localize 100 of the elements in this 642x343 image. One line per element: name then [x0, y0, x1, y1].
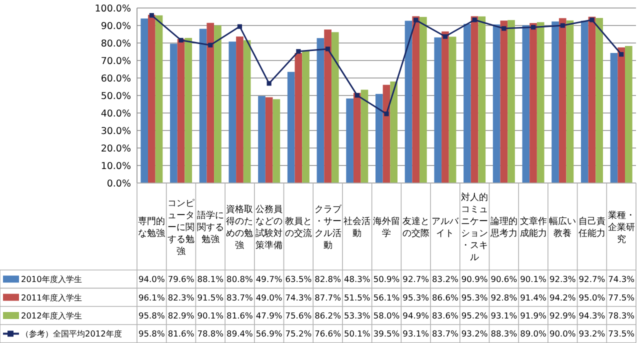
data-label: 48.3%: [344, 274, 370, 284]
bar: [420, 16, 427, 183]
point: [354, 93, 360, 98]
data-label: 93.1%: [490, 310, 518, 320]
data-label: 82.8%: [314, 274, 342, 284]
data-label: 80.8%: [226, 274, 254, 284]
data-label: 56.9%: [256, 328, 282, 339]
data-label: 74.3%: [285, 292, 312, 302]
data-label: 56.1%: [373, 292, 400, 302]
y-tick-label: 0.0%: [106, 178, 131, 190]
data-label: 88.1%: [197, 274, 224, 284]
y-tick-label: 50.0%: [100, 91, 131, 102]
data-label: 95.8%: [138, 310, 165, 320]
bar: [552, 21, 559, 183]
data-label: 89.4%: [226, 328, 254, 339]
bar: [596, 18, 603, 183]
data-label: 95.3%: [461, 292, 488, 302]
data-label: 50.1%: [344, 328, 370, 339]
bar: [360, 90, 368, 183]
data-label: 91.9%: [520, 310, 547, 320]
bar: [316, 38, 324, 183]
data-label: 90.0%: [549, 328, 576, 339]
point: [619, 52, 624, 57]
data-label: 90.6%: [490, 274, 518, 284]
y-tick-label: 100.0%: [94, 4, 131, 14]
data-label: 95.3%: [402, 292, 430, 302]
bar: [464, 24, 471, 183]
bar: [442, 31, 449, 183]
data-label: 73.5%: [608, 328, 635, 339]
data-label: 79.6%: [168, 274, 194, 284]
bar: [382, 84, 390, 183]
data-label: 77.5%: [608, 292, 635, 302]
bar: [618, 47, 625, 183]
data-label: 82.9%: [168, 310, 194, 320]
point: [502, 26, 506, 31]
bar: [610, 52, 618, 183]
x-tick-label: 教員との交流: [284, 216, 312, 239]
data-label: 93.1%: [402, 328, 430, 339]
bar: [404, 20, 412, 183]
x-tick-label: コンピューターに関する勉強: [168, 198, 195, 257]
y-tick-label: 20.0%: [100, 144, 131, 154]
data-label: 95.8%: [138, 328, 165, 339]
data-label: 89.0%: [520, 328, 547, 339]
y-tick-label: 10.0%: [100, 161, 131, 172]
bar: [530, 23, 537, 183]
data-label: 92.8%: [490, 292, 518, 302]
data-label: 50.9%: [373, 274, 400, 284]
bar: [375, 94, 383, 183]
data-label: 53.3%: [344, 310, 370, 320]
bar: [287, 72, 295, 183]
bar: [155, 15, 163, 183]
bar: [448, 36, 456, 183]
bar: [206, 22, 214, 183]
x-tick-label: 文章作成能力: [520, 216, 547, 239]
y-tick-label: 90.0%: [100, 21, 131, 32]
data-label: 49.7%: [256, 274, 282, 284]
x-tick-label: 専門的な勉強: [138, 216, 166, 239]
data-label: 49.0%: [256, 292, 282, 302]
bar: [508, 20, 515, 183]
bar: [500, 20, 508, 183]
y-tick-label: 40.0%: [100, 108, 131, 120]
data-label: 92.7%: [402, 274, 430, 284]
x-tick-label: 友達との交際: [402, 216, 430, 239]
point: [178, 38, 184, 42]
x-tick-label: 資格取得のための勉強: [226, 204, 254, 251]
bar: [177, 38, 185, 183]
bar: [492, 24, 500, 183]
data-label: 91.5%: [197, 292, 224, 302]
y-tick-label: 80.0%: [100, 38, 131, 50]
data-label: 96.1%: [138, 292, 165, 302]
data-label: 90.1%: [197, 310, 224, 320]
bar: [294, 52, 302, 183]
bar: [346, 98, 354, 183]
bar: [170, 44, 178, 183]
x-tick-label: 論理的思考力: [489, 216, 518, 239]
y-tick-label: 60.0%: [100, 74, 131, 84]
data-label: 81.6%: [168, 328, 194, 339]
data-label: 75.6%: [285, 310, 312, 320]
data-label: 83.7%: [432, 328, 458, 339]
data-label: 90.9%: [461, 274, 488, 284]
bar: [580, 20, 588, 183]
legend-label: 2012年度入学生: [21, 310, 82, 320]
point: [414, 18, 418, 22]
point: [384, 112, 389, 116]
bar: [353, 92, 361, 183]
bar: [412, 16, 420, 183]
bar: [214, 25, 222, 183]
point: [237, 24, 242, 29]
data-label: 88.3%: [490, 328, 518, 339]
point: [590, 18, 594, 22]
data-label: 93.2%: [461, 328, 488, 339]
data-label: 86.2%: [314, 310, 342, 320]
bar: [331, 32, 339, 183]
x-tick-label: アルバイト: [432, 217, 460, 239]
point: [325, 46, 330, 52]
x-tick-label: 公務員などの試験対策準備: [256, 204, 283, 251]
y-tick-label: 70.0%: [100, 56, 131, 67]
bar: [184, 38, 192, 183]
point: [442, 34, 448, 39]
bar: [236, 36, 244, 183]
